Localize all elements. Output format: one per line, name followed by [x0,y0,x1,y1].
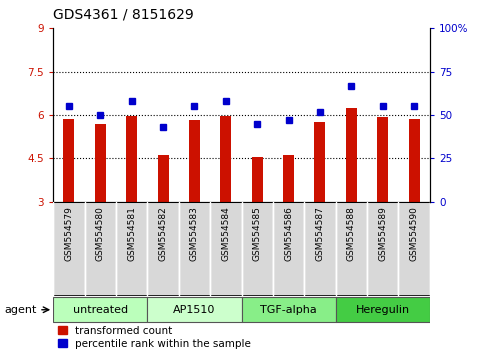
Bar [283,155,294,202]
Bar [157,155,169,202]
Bar [85,202,116,296]
Bar [252,157,263,202]
Text: agent: agent [5,305,37,315]
Bar [304,202,336,296]
Text: GSM554586: GSM554586 [284,206,293,261]
Bar [367,202,398,296]
Bar [336,297,430,322]
Bar [346,108,357,202]
Bar [147,202,179,296]
Text: GSM554582: GSM554582 [158,206,168,261]
Legend: transformed count, percentile rank within the sample: transformed count, percentile rank withi… [58,326,251,349]
Text: GSM554585: GSM554585 [253,206,262,261]
Text: GSM554589: GSM554589 [378,206,387,261]
Bar [220,116,231,202]
Bar [147,297,242,322]
Text: GSM554584: GSM554584 [221,206,230,261]
Text: GSM554579: GSM554579 [64,206,73,261]
Text: GSM554583: GSM554583 [190,206,199,261]
Bar [336,202,367,296]
Bar [273,202,304,296]
Bar [314,122,326,202]
Text: untreated: untreated [72,305,128,315]
Bar [242,202,273,296]
Bar [95,124,106,202]
Text: GSM554588: GSM554588 [347,206,356,261]
Bar [179,202,210,296]
Text: GDS4361 / 8151629: GDS4361 / 8151629 [53,7,194,21]
Bar [53,297,147,322]
Bar [409,119,420,202]
Bar [116,202,147,296]
Bar [53,202,85,296]
Text: TGF-alpha: TGF-alpha [260,305,317,315]
Text: GSM554581: GSM554581 [127,206,136,261]
Bar [63,119,74,202]
Text: GSM554590: GSM554590 [410,206,419,261]
Bar [210,202,242,296]
Text: GSM554587: GSM554587 [315,206,325,261]
Text: GSM554580: GSM554580 [96,206,105,261]
Bar [377,118,388,202]
Bar [242,297,336,322]
Bar [398,202,430,296]
Text: AP1510: AP1510 [173,305,215,315]
Bar [126,116,137,202]
Text: Heregulin: Heregulin [355,305,410,315]
Bar [189,120,200,202]
